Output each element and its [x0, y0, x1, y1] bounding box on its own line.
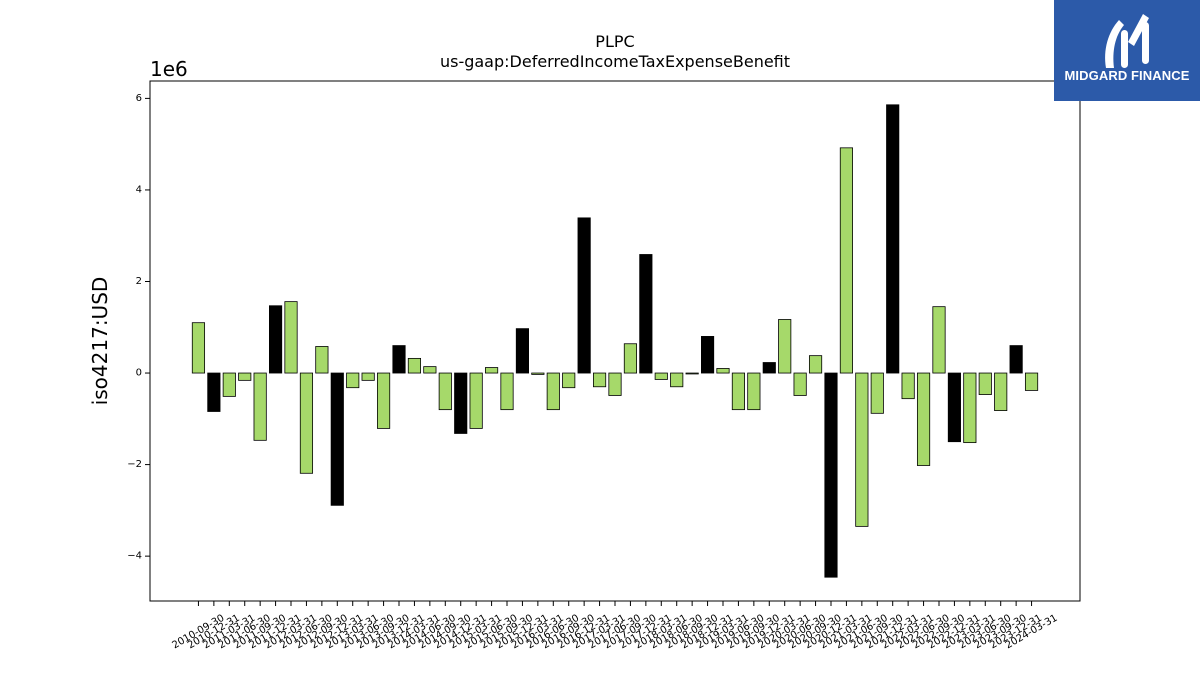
- bar: [500, 372, 514, 411]
- bar: [855, 372, 869, 527]
- y-tick-label: −2: [127, 459, 142, 470]
- bar: [731, 372, 745, 411]
- bar: [808, 355, 823, 374]
- bar: [284, 301, 298, 374]
- bar: [793, 372, 807, 396]
- bar: [701, 336, 715, 374]
- y-axis: −4 −2 0 2 4 6: [127, 93, 150, 562]
- bar: [454, 372, 468, 434]
- x-axis: 2010-09-302010-12-312011-03-312011-06-30…: [171, 601, 1059, 651]
- bar: [963, 372, 977, 444]
- bar: [916, 372, 931, 466]
- bar: [685, 372, 699, 375]
- bar: [978, 372, 992, 395]
- bar: [901, 372, 915, 400]
- midgard-logo-icon: [1105, 14, 1149, 68]
- chart-title: PLPC: [595, 32, 634, 51]
- bar: [947, 372, 961, 443]
- bar: [515, 328, 530, 374]
- bar: [407, 357, 422, 374]
- bar: [238, 372, 252, 381]
- y-tick-label: 2: [136, 276, 142, 287]
- bar: [562, 372, 576, 389]
- y-tick-label: −4: [127, 551, 142, 562]
- bar: [330, 372, 344, 506]
- bar: [762, 362, 776, 374]
- bar: [207, 372, 221, 412]
- bar: [639, 254, 653, 374]
- bar: [469, 372, 483, 429]
- bar: [392, 345, 406, 374]
- bar: [839, 147, 853, 374]
- y-axis-label: iso4217:USD: [88, 277, 112, 406]
- logo-text: MIDGARD FINANCE: [1064, 68, 1190, 83]
- bar: [191, 322, 206, 374]
- bar: [886, 104, 900, 374]
- bar: [716, 368, 730, 374]
- bar: [546, 372, 560, 411]
- bar: [623, 343, 638, 374]
- bar: [747, 372, 761, 411]
- bar: [593, 372, 607, 388]
- bar: [531, 372, 545, 375]
- y-tick-label: 4: [136, 184, 142, 195]
- bar: [824, 372, 838, 578]
- bar: [932, 306, 946, 374]
- bar: [269, 305, 283, 374]
- bar: [870, 372, 884, 414]
- bar: [778, 319, 792, 374]
- bar: [315, 346, 329, 374]
- chart-subtitle: us-gaap:DeferredIncomeTaxExpenseBenefit: [440, 52, 790, 71]
- bar-series: [191, 104, 1039, 578]
- bar: [222, 372, 236, 397]
- bar: [438, 372, 452, 411]
- bar: [994, 372, 1008, 411]
- bar: [1009, 345, 1023, 374]
- bar: [361, 372, 375, 381]
- bar: [670, 372, 684, 388]
- bar: [299, 372, 314, 474]
- bar: [377, 372, 391, 429]
- y-tick-label: 6: [136, 93, 142, 104]
- bar: [484, 367, 499, 374]
- bar: [423, 366, 437, 374]
- bar: [346, 372, 360, 389]
- bar: [608, 372, 622, 396]
- bar: [253, 372, 267, 441]
- y-axis-offset-text: 1e6: [150, 57, 188, 81]
- bar: [577, 217, 591, 374]
- y-tick-label: 0: [136, 368, 142, 379]
- logo: MIDGARD FINANCE: [1054, 0, 1200, 101]
- bar: [1024, 372, 1039, 391]
- bar: [654, 372, 668, 380]
